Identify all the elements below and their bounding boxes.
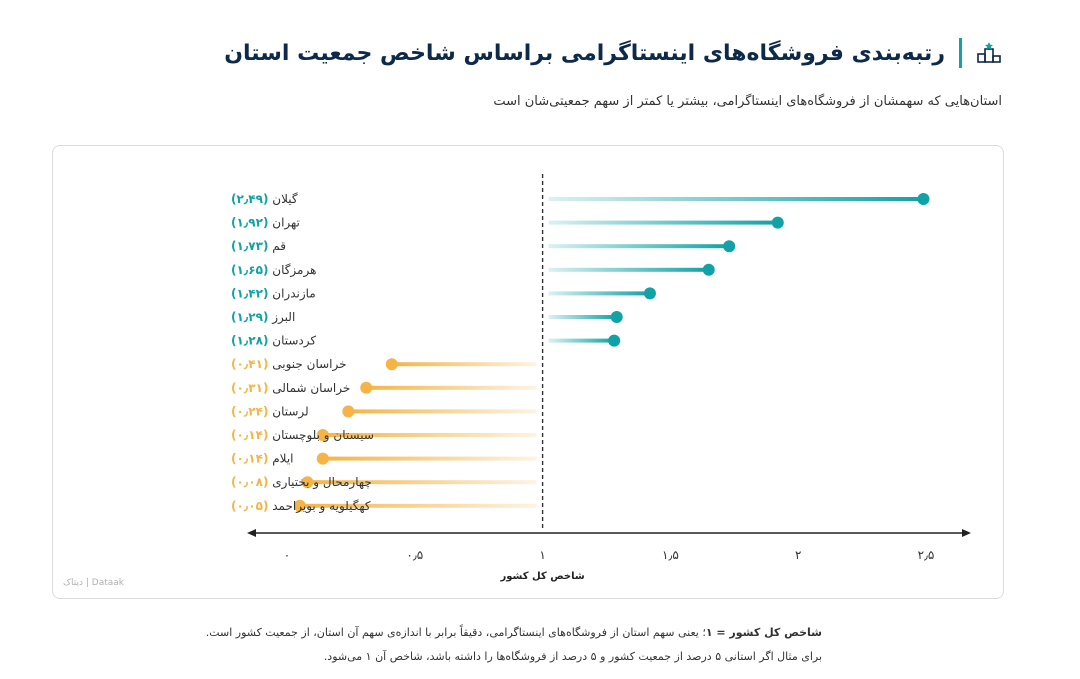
province-name: ایلام bbox=[268, 452, 293, 466]
lollipop-chart: گیلان (۲٫۴۹)تهران (۱٫۹۲)قم (۱٫۷۳)هرمزگان… bbox=[231, 174, 971, 582]
province-value: (۰٫۱۴) bbox=[231, 452, 268, 466]
x-tick-label: ۲ bbox=[795, 548, 801, 562]
row-label: قم (۱٫۷۳) bbox=[231, 239, 286, 253]
lollipop-stem bbox=[366, 385, 537, 390]
axis-arrow-left bbox=[247, 529, 256, 537]
row-label: تهران (۱٫۹۲) bbox=[231, 216, 300, 231]
lollipop-stem bbox=[322, 456, 537, 461]
row-label: کهگیلویه و بویراحمد (۰٫۰۵) bbox=[231, 499, 371, 514]
province-value: (۱٫۴۲) bbox=[231, 286, 268, 300]
lollipop-dot bbox=[723, 240, 736, 253]
row-label: کردستان (۱٫۲۸) bbox=[231, 334, 316, 349]
lollipop-stem bbox=[348, 409, 537, 414]
province-name: تهران bbox=[268, 216, 299, 231]
x-tick-label: ۱ bbox=[539, 548, 545, 562]
lollipop-stem bbox=[548, 244, 730, 249]
province-name: کردستان bbox=[268, 334, 316, 349]
lollipop-dot bbox=[301, 476, 314, 489]
province-value: (۱٫۹۲) bbox=[231, 216, 268, 230]
x-axis-label: شاخص کل کشور bbox=[500, 571, 585, 582]
province-name: سیستان و بلوچستان bbox=[268, 428, 373, 443]
lollipop-dot bbox=[316, 429, 329, 441]
province-name: چهارمحال و بختیاری bbox=[268, 475, 371, 490]
province-name: کهگیلویه و بویراحمد bbox=[268, 499, 370, 514]
province-name: هرمزگان bbox=[268, 263, 316, 278]
province-value: (۱٫۷۳) bbox=[231, 239, 268, 253]
lollipop-dot bbox=[643, 287, 656, 300]
province-value: (۰٫۰۸) bbox=[231, 475, 268, 489]
lollipop-stem bbox=[391, 362, 537, 367]
footnote-line-2: برای مثال اگر استانی ۵ درصد از جمعیت کشو… bbox=[323, 650, 822, 663]
footnote-line-1: شاخص کل کشور = ۱؛ یعنی سهم استان از فروش… bbox=[206, 626, 822, 639]
province-value: (۱٫۶۵) bbox=[231, 263, 268, 277]
lollipop-dot bbox=[917, 193, 930, 205]
province-value: (۰٫۰۵) bbox=[231, 499, 268, 513]
row-label: چهارمحال و بختیاری (۰٫۰۸) bbox=[231, 475, 372, 490]
podium-icon bbox=[977, 42, 1001, 63]
header-divider bbox=[959, 38, 962, 68]
lollipop-dot bbox=[771, 216, 784, 229]
lollipop-stem bbox=[299, 503, 537, 508]
province-value: (۰٫۴۱) bbox=[231, 357, 268, 371]
row-label: خراسان شمالی (۰٫۳۱) bbox=[231, 381, 350, 396]
row-label: سیستان و بلوچستان (۰٫۱۴) bbox=[231, 428, 374, 443]
lollipop-dot bbox=[342, 405, 355, 418]
province-value: (۰٫۱۴) bbox=[231, 428, 268, 442]
row-label: خراسان جنوبی (۰٫۴۱) bbox=[231, 357, 347, 372]
lollipop-stem bbox=[322, 433, 537, 437]
lollipop-dot bbox=[385, 358, 398, 371]
province-value: (۰٫۲۴) bbox=[231, 404, 268, 418]
province-name: لرستان bbox=[268, 404, 308, 419]
row-label: ایلام (۰٫۱۴) bbox=[231, 452, 294, 466]
x-tick-label: ۱٫۵ bbox=[662, 548, 679, 562]
lollipop-stem bbox=[307, 480, 537, 485]
lollipop-dot bbox=[293, 499, 306, 512]
row-label: البرز (۱٫۲۹) bbox=[231, 310, 295, 325]
province-name: خراسان جنوبی bbox=[268, 357, 346, 372]
page-subtitle: استان‌هایی که سهمشان از فروشگاه‌های اینس… bbox=[493, 94, 1002, 109]
province-value: (۱٫۲۹) bbox=[231, 310, 268, 324]
lollipop-dot bbox=[702, 263, 715, 276]
chart-header: رتبه‌بندی فروشگاه‌های اینستاگرامی براساس… bbox=[224, 38, 1002, 68]
lollipop-dot bbox=[360, 381, 373, 394]
lollipop-stem bbox=[548, 338, 615, 343]
footnote-bold: شاخص کل کشور = ۱ bbox=[705, 626, 822, 639]
lollipop-stem bbox=[548, 267, 709, 272]
lollipop-stem bbox=[548, 291, 650, 296]
x-tick-label: ۲٫۵ bbox=[918, 548, 935, 562]
chart-card: گیلان (۲٫۴۹) تهران (۱٫۹۲) قم (۱٫۷۳) هرمزگان… bbox=[52, 145, 1004, 599]
province-name: البرز bbox=[268, 310, 295, 325]
row-label: گیلان (۲٫۴۹) bbox=[231, 192, 298, 206]
lollipop-dot bbox=[316, 452, 329, 465]
row-label: هرمزگان (۱٫۶۵) bbox=[231, 263, 316, 278]
province-name: خراسان شمالی bbox=[268, 381, 350, 396]
lollipop-stem bbox=[548, 220, 778, 225]
lollipop-dot bbox=[608, 334, 621, 347]
province-value: (۲٫۴۹) bbox=[231, 192, 268, 206]
lollipop-dot bbox=[610, 311, 623, 323]
province-name: قم bbox=[268, 239, 286, 253]
axis-arrow-right bbox=[962, 529, 971, 537]
watermark: دیتاک | Dataak bbox=[63, 578, 125, 588]
x-tick-label: ۰ bbox=[284, 548, 290, 562]
province-name: مازندران bbox=[268, 286, 315, 301]
x-tick-label: ۰٫۵ bbox=[406, 548, 423, 562]
footnote-text-1: ؛ یعنی سهم استان از فروشگاه‌های اینستاگر… bbox=[205, 626, 706, 639]
row-label: لرستان (۰٫۲۴) bbox=[231, 404, 309, 419]
lollipop-stem bbox=[548, 315, 617, 319]
province-value: (۰٫۳۱) bbox=[231, 381, 268, 395]
page-title: رتبه‌بندی فروشگاه‌های اینستاگرامی براساس… bbox=[224, 40, 945, 66]
lollipop-stem bbox=[548, 197, 924, 201]
province-name: گیلان bbox=[268, 192, 297, 206]
province-value: (۱٫۲۸) bbox=[231, 334, 268, 348]
row-label: مازندران (۱٫۴۲) bbox=[231, 286, 316, 301]
